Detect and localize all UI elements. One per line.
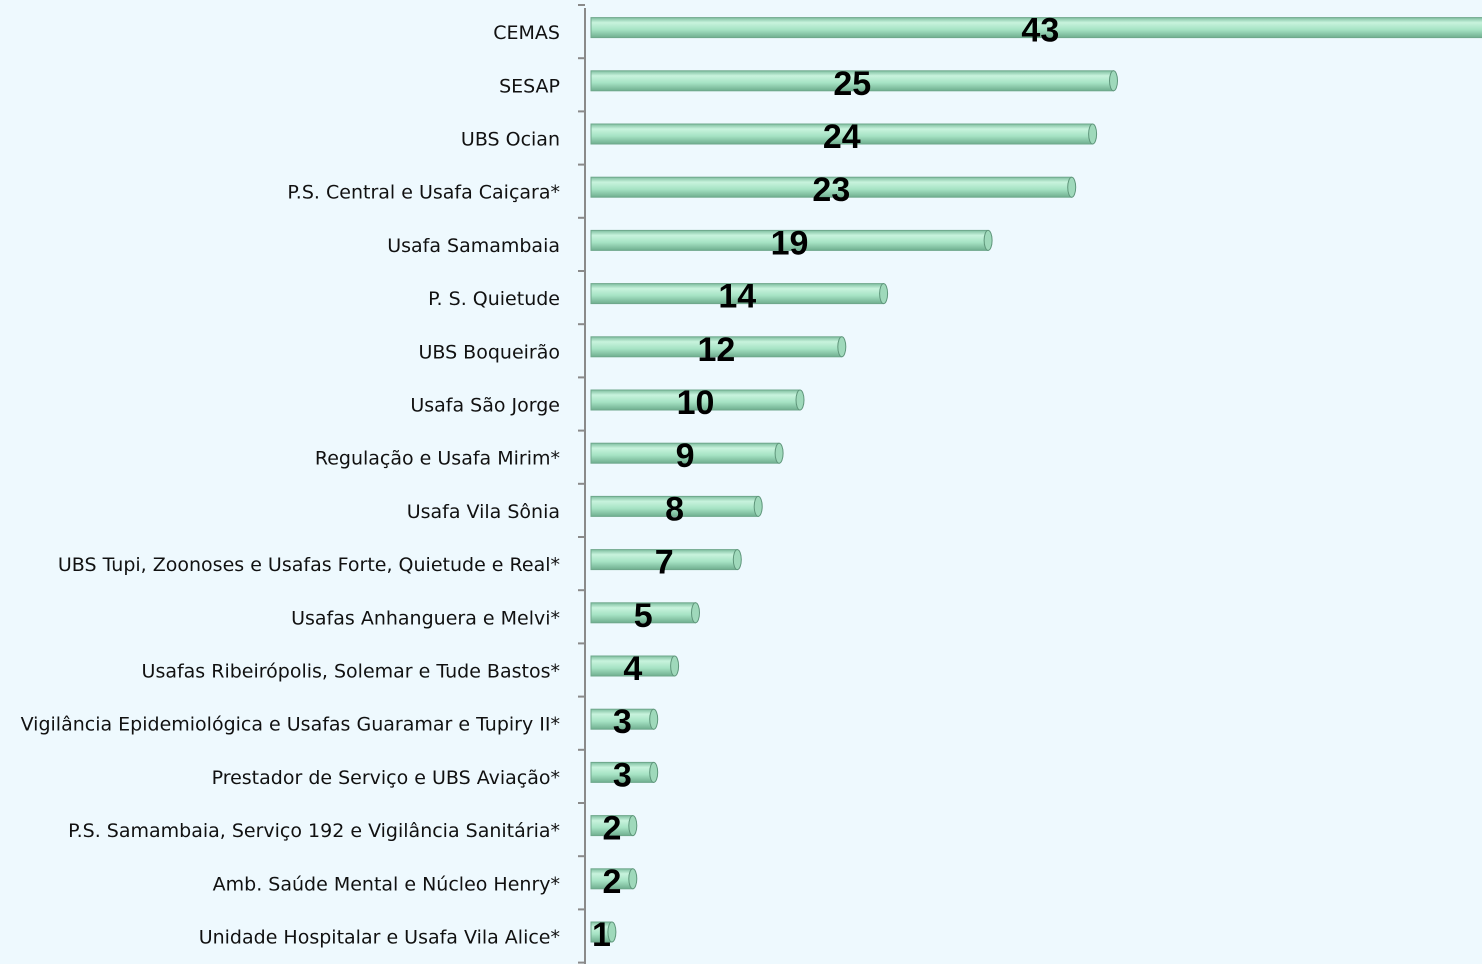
category-label: Amb. Saúde Mental e Núcleo Henry* [213,873,560,895]
value-label: 14 [718,278,756,316]
category-label: Usafa Samambaia [387,235,560,257]
value-label: 1 [592,916,611,954]
bar-cap [691,602,700,624]
category-label: P.S. Central e Usafa Caiçara* [287,182,560,204]
bar-cap [670,655,680,677]
category-label: UBS Ocian [461,129,560,151]
category-label: UBS Boqueirão [418,341,560,363]
value-label: 2 [602,863,621,901]
value-label: 9 [676,437,695,475]
bar-cap [774,442,784,464]
value-label: 7 [655,544,674,582]
bar-cap [983,229,993,251]
category-label: Regulação e Usafa Mirim* [315,448,560,470]
value-label: 19 [771,224,809,262]
value-label: 8 [665,490,684,528]
bar-cap [649,761,659,783]
bar-cap [1067,176,1077,198]
bar-cap [837,336,847,358]
value-label: 3 [613,756,632,794]
value-label: 2 [602,810,621,848]
category-label: Usafas Ribeirópolis, Solemar e Tude Bast… [142,661,560,683]
value-label: 24 [823,118,861,156]
bar-cap [649,708,659,730]
bar-cap [795,389,805,411]
value-label: 5 [634,597,653,635]
category-label: P. S. Quietude [428,288,560,310]
category-label: Usafa São Jorge [410,395,560,417]
bar [590,17,1482,39]
category-label: Prestador de Serviço e UBS Aviação* [212,767,560,789]
value-label: 43 [1021,12,1059,50]
category-label: P.S. Samambaia, Serviço 192 e Vigilância… [68,820,560,842]
bar-cap [607,921,617,943]
bar-cap [628,868,638,890]
value-label: 3 [613,703,632,741]
category-label: CEMAS [493,22,560,44]
category-label: Vigilância Epidemiológica e Usafas Guara… [21,714,560,736]
category-label: Usafa Vila Sônia [407,501,560,523]
value-label: 4 [623,650,642,688]
bar-cap [628,815,638,837]
bar-cap [1088,123,1098,145]
category-label: Unidade Hospitalar e Usafa Vila Alice* [199,927,560,949]
category-label: SESAP [499,75,560,97]
value-label: 10 [677,384,715,422]
bar-cap [879,283,889,305]
bar-cap [732,549,742,571]
bar-cap [753,495,763,517]
bar-cap [1109,70,1118,92]
category-label: Usafas Anhanguera e Melvi* [291,607,560,629]
category-label: UBS Tupi, Zoonoses e Usafas Forte, Quiet… [58,554,560,576]
value-label: 23 [812,171,850,209]
value-label: 25 [833,65,871,103]
value-label: 12 [697,331,735,369]
